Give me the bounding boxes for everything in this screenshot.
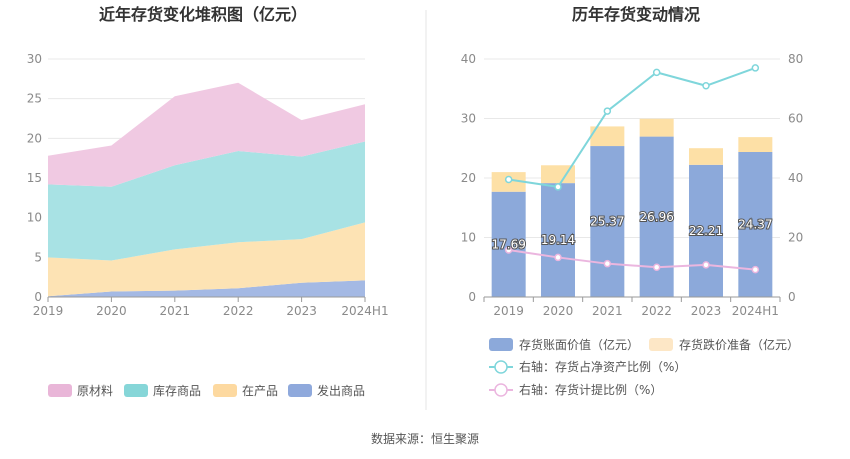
bar-2022 — [639, 118, 674, 137]
line-point — [751, 265, 760, 274]
y-tick-label: 40 — [461, 52, 476, 66]
right-y-tick-label: 20 — [788, 231, 803, 245]
legend-swatch — [288, 384, 312, 397]
bar-2019 — [491, 191, 526, 297]
right-y-tick-label: 60 — [788, 112, 803, 126]
bar-2020 — [541, 165, 575, 184]
line-point — [603, 259, 612, 268]
bar-value-label: 26.96 — [639, 210, 673, 224]
legend-swatch — [213, 384, 237, 397]
x-tick-label: 2022 — [223, 304, 254, 318]
bar-2024h1 — [738, 137, 773, 152]
bar-series — [491, 118, 773, 297]
right-y-tick-label: 0 — [788, 290, 796, 304]
area---series — [48, 141, 365, 261]
bar-value-label: 25.37 — [590, 215, 624, 229]
left-y-axis: 0 10 20 30 40 — [461, 52, 476, 304]
legend-swatch — [649, 338, 673, 351]
data-source: 数据来源：恒生聚源 — [371, 431, 479, 446]
line-point — [652, 263, 661, 271]
line-point — [702, 82, 710, 90]
legend-label: 右轴：存货占净资产比例（%） — [519, 359, 686, 374]
bar-2023 — [689, 164, 723, 297]
y-tick-label: 10 — [461, 231, 476, 245]
bar-2020 — [541, 183, 575, 297]
line-point — [603, 107, 612, 115]
y-tick-label: 0 — [468, 290, 476, 304]
area-series — [48, 82, 365, 297]
legend-label: 发出商品 — [317, 383, 365, 398]
line-point — [702, 261, 710, 269]
bar-2021 — [590, 146, 625, 297]
legend-label: 存货跌价准备（亿元） — [679, 337, 799, 352]
line-point — [554, 253, 562, 262]
area---series — [48, 222, 365, 297]
x-tick-labels: 2019 2020 2021 2022 2023 2024H1 — [33, 304, 389, 318]
x-tick-label: 2021 — [160, 304, 191, 318]
x-tick-label: 2019 — [33, 304, 64, 318]
y-tick-label: 20 — [27, 131, 42, 145]
legend: 存货账面价值（亿元） 存货跌价准备（亿元） 右轴：存货占净资产比例（%） 右轴：存货计… — [489, 337, 799, 397]
line---series — [508, 66, 756, 189]
y-tick-label: 25 — [27, 92, 42, 106]
legend-marker — [494, 383, 508, 397]
bar-value-label: 19.14 — [541, 233, 575, 247]
legend-label: 原材料 — [77, 384, 113, 398]
x-axis — [483, 296, 781, 302]
bar-value-label: 17.69 — [491, 237, 525, 251]
legend-label: 在产品 — [242, 384, 278, 398]
area---series — [48, 82, 365, 187]
line-series — [504, 64, 760, 274]
line-point — [504, 246, 513, 254]
x-tick-label: 2024H1 — [341, 304, 388, 318]
right-y-tick-label: 40 — [788, 171, 803, 185]
line-point — [554, 183, 562, 191]
legend-swatch — [489, 338, 513, 351]
line---series — [508, 249, 756, 271]
chart-title: 近年存货变化堆积图（亿元） — [99, 5, 307, 24]
x-tick-labels: 2019 2020 2021 2022 2023 2024H1 — [493, 304, 779, 318]
right-y-tick-label: 80 — [788, 52, 803, 66]
y-tick-label: 15 — [27, 171, 42, 185]
legend-label: 右轴：存货计提比例（%） — [519, 382, 662, 397]
legend-swatch — [48, 384, 72, 397]
x-tick-label: 2020 — [96, 304, 127, 318]
x-tick-label: 2019 — [493, 304, 524, 318]
legend-swatch — [124, 384, 148, 397]
y-axis: 0 5 10 15 20 25 30 — [27, 52, 42, 304]
legend-label: 存货账面价值（亿元） — [519, 337, 639, 352]
y-tick-label: 20 — [461, 171, 476, 185]
data-labels: 17.69 19.14 25.37 26.96 22.21 24.37 — [490, 209, 773, 253]
y-tick-label: 30 — [27, 52, 42, 66]
bar-value-label: 24.37 — [738, 217, 772, 231]
x-tick-label: 2020 — [543, 304, 574, 318]
area---series — [48, 280, 365, 297]
x-tick-label: 2024H1 — [732, 304, 779, 318]
x-tick-label: 2023 — [286, 304, 317, 318]
legend-label: 库存商品 — [153, 383, 201, 398]
y-tick-label: 5 — [34, 250, 42, 264]
x-tick-label: 2021 — [592, 304, 623, 318]
line-point — [751, 64, 760, 72]
y-tick-label: 10 — [27, 211, 42, 225]
legend-marker — [494, 360, 508, 374]
line-point — [652, 68, 661, 77]
y-tick-label: 0 — [34, 290, 42, 304]
x-axis — [47, 296, 366, 302]
chart-title: 历年存货变动情况 — [572, 5, 700, 24]
y-tick-label: 30 — [461, 112, 476, 126]
legend: 原材料 库存商品 在产品 发出商品 — [48, 383, 365, 398]
line-point — [504, 175, 513, 184]
y-grid — [484, 58, 780, 238]
x-tick-label: 2023 — [691, 304, 722, 318]
bar-2023 — [689, 148, 723, 165]
right-y-axis: 0 20 40 60 80 — [788, 52, 803, 304]
x-tick-label: 2022 — [641, 304, 672, 318]
bar-value-label: 22.21 — [689, 224, 723, 238]
bar-2021 — [590, 126, 625, 147]
